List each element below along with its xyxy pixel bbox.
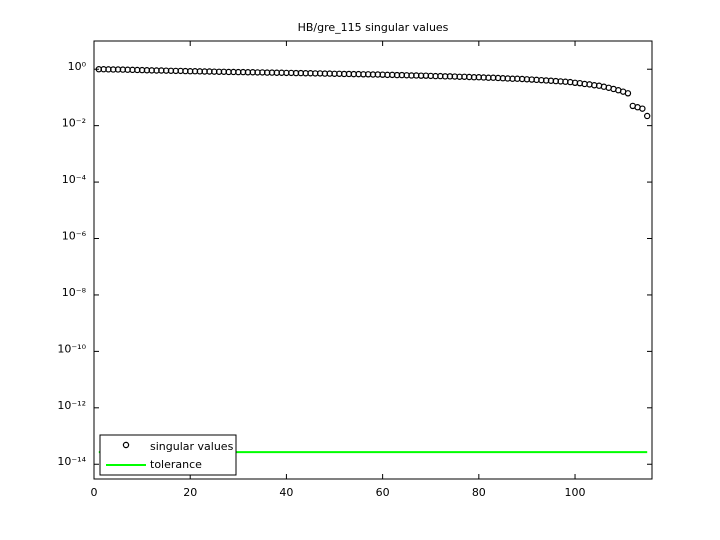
x-tick-label: 40 <box>279 486 293 499</box>
y-tick-label: 10⁻⁶ <box>62 230 87 243</box>
y-tick-label: 10⁻¹⁴ <box>57 455 86 468</box>
x-tick-label: 60 <box>376 486 390 499</box>
chart-title: HB/gre_115 singular values <box>298 21 449 34</box>
legend-label: tolerance <box>150 458 202 471</box>
point <box>624 90 632 97</box>
x-tick-label: 20 <box>183 486 197 499</box>
y-tick-label: 10⁰ <box>68 60 87 73</box>
x-tick-label: 0 <box>91 486 98 499</box>
x-tick-label: 80 <box>472 486 486 499</box>
point <box>639 105 646 112</box>
y-tick-label: 10⁻¹² <box>57 399 86 412</box>
y-tick-label: 10⁻¹⁰ <box>57 342 86 355</box>
y-tick-label: 10⁻⁴ <box>62 173 87 186</box>
y-tick-label: 10⁻² <box>62 117 86 130</box>
point <box>643 112 651 120</box>
legend-box <box>99 434 237 476</box>
plot-frame <box>93 40 653 480</box>
y-tick-label: 10⁻⁸ <box>62 286 87 299</box>
x-tick-label: 100 <box>565 486 586 499</box>
legend-label: singular values <box>150 440 234 453</box>
legend-swatch <box>122 441 130 449</box>
